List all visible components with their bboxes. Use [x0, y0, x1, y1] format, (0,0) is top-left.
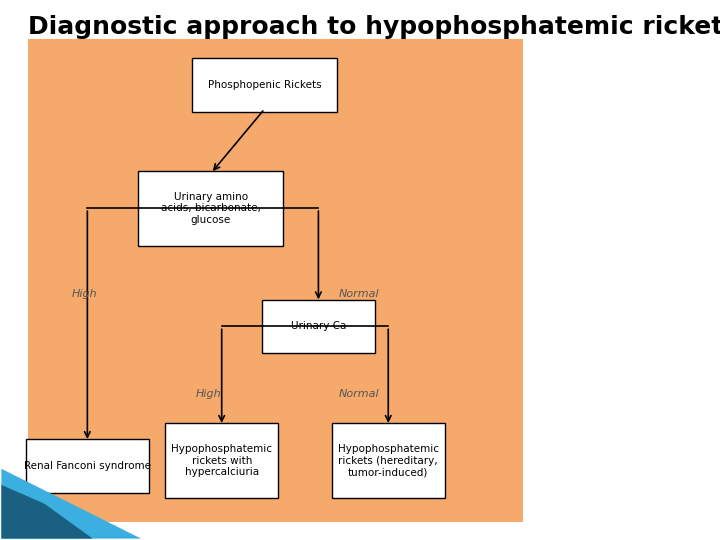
Text: Diagnostic approach to hypophosphatemic rickets: Diagnostic approach to hypophosphatemic … — [28, 15, 720, 39]
FancyBboxPatch shape — [262, 300, 375, 353]
FancyBboxPatch shape — [28, 39, 523, 523]
Text: Hypophosphatemic
rickets (hereditary,
tumor-induced): Hypophosphatemic rickets (hereditary, tu… — [338, 444, 438, 477]
Text: Hypophosphatemic
rickets with
hypercalciuria: Hypophosphatemic rickets with hypercalci… — [171, 444, 272, 477]
Text: Phosphopenic Rickets: Phosphopenic Rickets — [208, 80, 322, 90]
Text: High: High — [195, 389, 221, 399]
Text: Urinary Ca: Urinary Ca — [291, 321, 346, 332]
Text: Normal: Normal — [338, 289, 379, 299]
FancyBboxPatch shape — [166, 423, 278, 498]
Polygon shape — [1, 469, 141, 538]
FancyBboxPatch shape — [192, 58, 337, 112]
Text: Normal: Normal — [338, 389, 379, 399]
FancyBboxPatch shape — [332, 423, 445, 498]
Text: Renal Fanconi syndrome: Renal Fanconi syndrome — [24, 461, 151, 471]
Polygon shape — [1, 485, 93, 538]
Text: Urinary amino
acids, bicarbonate,
glucose: Urinary amino acids, bicarbonate, glucos… — [161, 192, 261, 225]
FancyBboxPatch shape — [138, 171, 284, 246]
FancyBboxPatch shape — [26, 439, 149, 493]
Text: High: High — [72, 289, 97, 299]
